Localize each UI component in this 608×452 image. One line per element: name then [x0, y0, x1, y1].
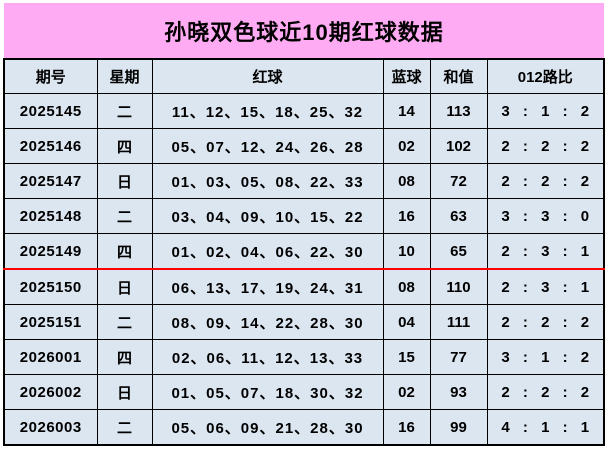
cell-blue_ball: 08 — [382, 268, 431, 305]
cell-sum: 99 — [429, 409, 488, 446]
cell-ratio: 4 : 1 : 1 — [486, 409, 605, 446]
cell-period: 2025146 — [3, 128, 98, 164]
cell-blue_ball: 15 — [382, 339, 431, 375]
cell-period: 2025149 — [3, 233, 98, 270]
cell-weekday: 二 — [96, 304, 153, 340]
table-row: 2025147 日 01、03、05、08、22、33 08 72 2 : 2 : 2 — [3, 163, 605, 199]
cell-blue_ball: 16 — [382, 198, 431, 234]
cell-period: 2026003 — [3, 409, 98, 446]
cell-ratio: 2 : 2 : 2 — [486, 128, 605, 164]
cell-weekday: 日 — [96, 374, 153, 410]
cell-red_balls: 03、04、09、10、15、22 — [151, 198, 384, 234]
cell-blue_ball: 02 — [382, 374, 431, 410]
cell-red_balls: 05、06、09、21、28、30 — [151, 409, 384, 446]
cell-red_balls: 01、05、07、18、30、32 — [151, 374, 384, 410]
cell-blue_ball: 04 — [382, 304, 431, 340]
cell-red_balls: 02、06、11、12、13、33 — [151, 339, 384, 375]
cell-weekday: 四 — [96, 128, 153, 164]
table-row: 2025150 日 06、13、17、19、24、31 08 110 2 : 3 : 1 — [3, 268, 605, 305]
cell-sum: 113 — [429, 93, 488, 129]
table-row: 2025146 四 05、07、12、24、26、28 02 102 2 : 2 : 2 — [3, 128, 605, 164]
cell-ratio: 2 : 3 : 1 — [486, 233, 605, 270]
cell-ratio: 3 : 3 : 0 — [486, 198, 605, 234]
cell-weekday: 二 — [96, 93, 153, 129]
page-title: 孙晓双色球近10期红球数据 — [4, 3, 604, 58]
cell-red_balls: 05、07、12、24、26、28 — [151, 128, 384, 164]
cell-weekday: 二 — [96, 198, 153, 234]
cell-weekday: 日 — [96, 163, 153, 199]
column-header-period: 期号 — [3, 58, 98, 94]
cell-period: 2026002 — [3, 374, 98, 410]
cell-period: 2025150 — [3, 268, 98, 305]
cell-red_balls: 08、09、14、22、28、30 — [151, 304, 384, 340]
table-row: 2025148 二 03、04、09、10、15、22 16 63 3 : 3 : 0 — [3, 198, 605, 234]
cell-ratio: 2 : 2 : 2 — [486, 304, 605, 340]
lottery-table-head: 期号 星期 红球 蓝球 和值 012路比 — [3, 58, 605, 94]
cell-period: 2025148 — [3, 198, 98, 234]
table-row: 2025145 二 11、12、15、18、25、32 14 113 3 : 1 : 2 — [3, 93, 605, 129]
cell-sum: 110 — [429, 268, 488, 305]
lottery-table: 期号 星期 红球 蓝球 和值 012路比 2025145 二 11、12、15、18、25、3… — [3, 58, 605, 446]
cell-red_balls: 06、13、17、19、24、31 — [151, 268, 384, 305]
table-row: 2025149 四 01、02、04、06、22、30 10 65 2 : 3 : 1 — [3, 233, 605, 270]
table-row: 2025151 二 08、09、14、22、28、30 04 111 2 : 2 : 2 — [3, 304, 605, 340]
cell-weekday: 二 — [96, 409, 153, 446]
table-row: 2026002 日 01、05、07、18、30、32 02 93 2 : 2 : 2 — [3, 374, 605, 410]
cell-weekday: 日 — [96, 268, 153, 305]
cell-period: 2025147 — [3, 163, 98, 199]
cell-weekday: 四 — [96, 233, 153, 270]
cell-ratio: 3 : 1 : 2 — [486, 339, 605, 375]
column-header-red_balls: 红球 — [151, 58, 384, 94]
cell-weekday: 四 — [96, 339, 153, 375]
cell-blue_ball: 16 — [382, 409, 431, 446]
cell-blue_ball: 14 — [382, 93, 431, 129]
cell-sum: 93 — [429, 374, 488, 410]
cell-red_balls: 01、02、04、06、22、30 — [151, 233, 384, 270]
cell-red_balls: 11、12、15、18、25、32 — [151, 93, 384, 129]
cell-blue_ball: 02 — [382, 128, 431, 164]
cell-ratio: 3 : 1 : 2 — [486, 93, 605, 129]
cell-sum: 72 — [429, 163, 488, 199]
cell-sum: 111 — [429, 304, 488, 340]
cell-blue_ball: 08 — [382, 163, 431, 199]
table-row: 2026001 四 02、06、11、12、13、33 15 77 3 : 1 : 2 — [3, 339, 605, 375]
cell-sum: 65 — [429, 233, 488, 270]
cell-sum: 77 — [429, 339, 488, 375]
cell-ratio: 2 : 3 : 1 — [486, 268, 605, 305]
cell-red_balls: 01、03、05、08、22、33 — [151, 163, 384, 199]
table-row: 2026003 二 05、06、09、21、28、30 16 99 4 : 1 : 1 — [3, 409, 605, 446]
cell-ratio: 2 : 2 : 2 — [486, 374, 605, 410]
header-row: 期号 星期 红球 蓝球 和值 012路比 — [3, 58, 605, 94]
column-header-sum: 和值 — [429, 58, 488, 94]
cell-blue_ball: 10 — [382, 233, 431, 270]
cell-sum: 102 — [429, 128, 488, 164]
cell-period: 2025151 — [3, 304, 98, 340]
column-header-weekday: 星期 — [96, 58, 153, 94]
cell-sum: 63 — [429, 198, 488, 234]
column-header-ratio: 012路比 — [486, 58, 605, 94]
cell-ratio: 2 : 2 : 2 — [486, 163, 605, 199]
cell-period: 2026001 — [3, 339, 98, 375]
cell-period: 2025145 — [3, 93, 98, 129]
column-header-blue_ball: 蓝球 — [382, 58, 431, 94]
